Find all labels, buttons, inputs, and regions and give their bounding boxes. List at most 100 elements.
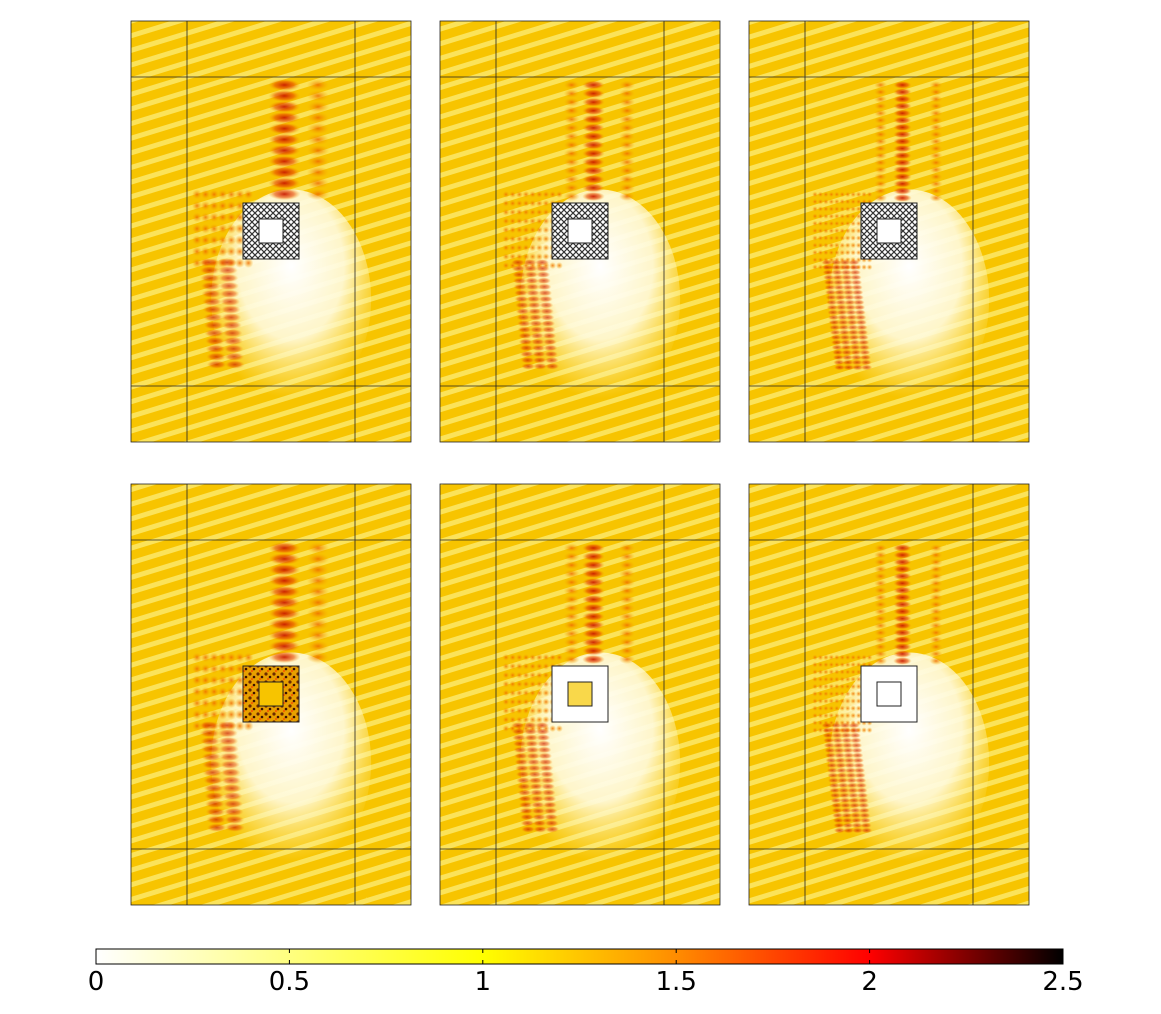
focal-spot	[220, 768, 241, 777]
focal-spot	[521, 826, 536, 833]
focal-spot	[268, 651, 301, 664]
interference-spot	[192, 200, 202, 211]
focal-spot	[852, 757, 864, 764]
focal-spot	[844, 767, 857, 774]
interference-spot	[833, 661, 840, 668]
interference-spot	[542, 671, 550, 679]
focal-spot	[929, 165, 943, 174]
interference-spot	[823, 698, 829, 704]
interference-spot	[226, 686, 237, 697]
focal-spot	[874, 649, 888, 658]
focal-spot	[835, 762, 847, 769]
focal-spot	[268, 111, 301, 124]
focal-spot	[582, 123, 605, 133]
focal-spot	[845, 314, 858, 321]
panel-r1c2	[439, 20, 721, 443]
focal-spot	[848, 727, 861, 734]
focal-spot	[893, 130, 912, 139]
focal-spot	[519, 344, 534, 352]
focal-spot	[850, 279, 863, 286]
focal-spot	[849, 344, 861, 351]
focal-spot	[619, 620, 635, 630]
focal-spot	[848, 334, 860, 341]
focal-spot	[582, 654, 605, 664]
domain-boundaries	[439, 483, 721, 906]
focal-spot	[929, 88, 943, 96]
focal-spot	[205, 807, 226, 817]
focal-spot	[217, 721, 237, 730]
focal-spot	[841, 349, 853, 356]
focal-spot	[849, 807, 861, 814]
focal-spot	[537, 283, 552, 291]
interference-spot	[549, 724, 557, 733]
focal-spot	[833, 289, 846, 296]
focal-spot	[854, 314, 867, 321]
interference-spot	[817, 198, 824, 205]
focal-spot	[518, 801, 533, 809]
interference-spot	[844, 669, 851, 675]
interference-spot	[535, 716, 543, 724]
interference-spot	[515, 662, 523, 670]
focal-spot	[203, 313, 224, 322]
interference-spot	[502, 707, 510, 715]
focal-spot	[834, 294, 846, 301]
interference-spot	[855, 683, 862, 690]
interference-spot	[542, 653, 550, 661]
interference-spot	[209, 652, 220, 663]
focal-spot	[826, 299, 838, 306]
focal-spot	[268, 640, 301, 653]
focal-spot	[619, 174, 635, 184]
cloak-cavity	[258, 681, 284, 707]
focal-spot	[524, 277, 539, 285]
interference-spot	[828, 705, 835, 712]
interference-spot	[828, 206, 835, 212]
focal-spot	[833, 364, 846, 371]
focal-spot	[619, 612, 635, 622]
interference-spot	[812, 661, 818, 668]
focal-spot	[563, 560, 580, 570]
interference-spot	[509, 653, 517, 661]
focal-spot	[306, 585, 330, 598]
focal-spot	[582, 603, 605, 613]
focal-spot	[929, 579, 943, 588]
focal-spot	[542, 795, 557, 803]
interference-spot	[234, 675, 245, 686]
focal-spot	[929, 144, 943, 153]
focal-spot	[516, 777, 531, 784]
focal-spot	[582, 646, 605, 656]
focal-spot	[929, 102, 943, 111]
focal-spot	[838, 792, 851, 799]
interference-spot	[243, 652, 254, 663]
interference-spot	[192, 189, 202, 200]
focal-spot	[582, 157, 605, 167]
focal-spot	[512, 734, 527, 741]
focal-spot	[893, 151, 912, 160]
focal-spot	[848, 802, 861, 809]
focal-spot	[306, 596, 330, 609]
interference-spot	[515, 226, 523, 234]
interference-spot	[502, 226, 510, 234]
focal-spot	[205, 336, 225, 346]
interference-spot	[502, 680, 510, 688]
interference-spot	[502, 208, 510, 216]
interference-spot	[828, 227, 835, 234]
focal-spot	[830, 802, 843, 809]
interference-spot	[192, 720, 202, 731]
interference-spot	[839, 220, 846, 227]
focal-spot	[582, 114, 605, 124]
interference-spot	[542, 226, 550, 234]
focal-spot	[835, 299, 847, 306]
focal-spot	[563, 620, 580, 630]
interference-spot	[839, 213, 846, 220]
interference-spot	[535, 226, 543, 234]
focal-spot	[851, 827, 864, 834]
focal-spot	[563, 612, 580, 622]
focal-spot	[268, 618, 301, 631]
focal-spot	[306, 100, 330, 113]
interference-spot	[812, 705, 818, 712]
focal-spot	[563, 654, 580, 664]
focal-spot	[828, 319, 840, 326]
focal-spot	[929, 137, 943, 146]
focal-spot	[563, 183, 580, 193]
focal-spot	[857, 339, 870, 346]
